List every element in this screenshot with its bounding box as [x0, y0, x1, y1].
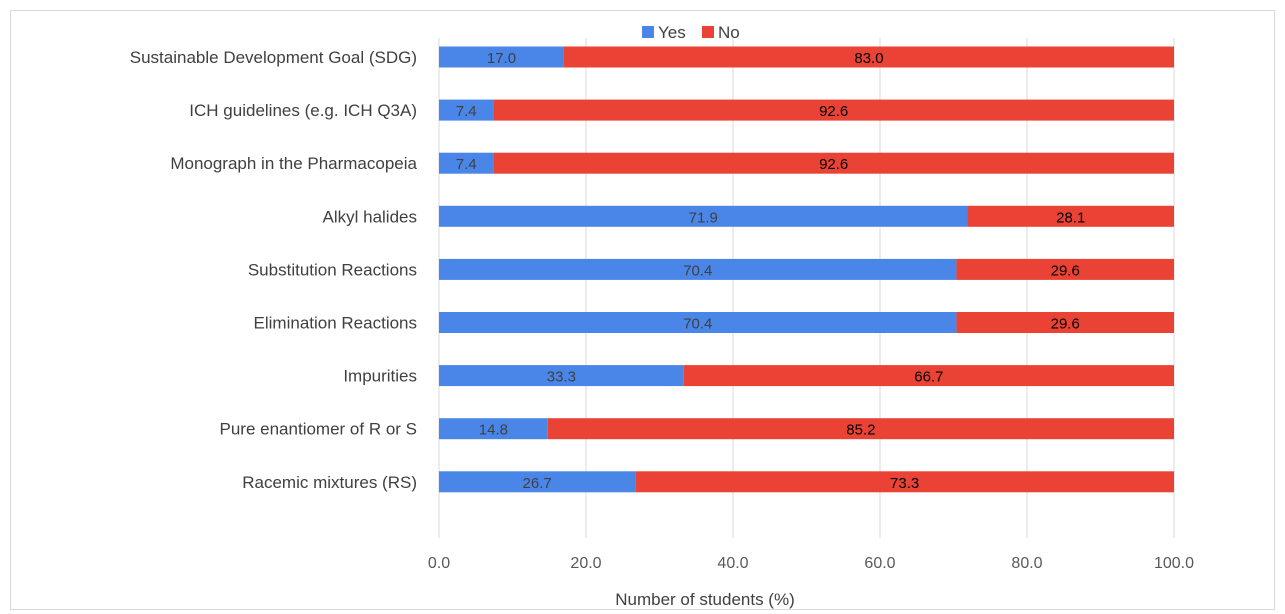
legend-swatch-yes: [642, 26, 654, 38]
data-label-yes: 70.4: [683, 316, 712, 333]
bar-yes-segment: [439, 99, 494, 121]
data-label-no: 29.6: [1051, 262, 1080, 279]
legend: Yes No: [642, 23, 740, 42]
bar-no-segment: [493, 99, 1174, 121]
data-label-yes: 71.9: [689, 209, 718, 226]
data-label-no: 85.2: [846, 422, 875, 439]
bar-no-segment: [967, 205, 1174, 227]
data-labels: 17.0 83.0 7.4 92.6 7.4 92.6 71.9 28.1 70.4 29.6 70…: [456, 50, 1086, 492]
category-label: Pure enantiomer of R or S: [220, 420, 417, 439]
bar-yes-segment: [439, 46, 564, 68]
bar-no-segment: [635, 471, 1174, 493]
category-label: Racemic mixtures (RS): [242, 473, 417, 492]
gridlines: [438, 38, 1175, 538]
x-axis-title: Number of students (%): [615, 590, 795, 609]
data-label-yes: 33.3: [547, 369, 576, 386]
legend-label-no: No: [718, 23, 740, 42]
bar-yes-segment: [439, 418, 548, 440]
bar-yes-segment: [439, 312, 957, 333]
bar-yes-segment: [439, 205, 968, 227]
x-tick-label: 80.0: [1011, 555, 1042, 572]
data-label-yes: 7.4: [456, 103, 477, 120]
bar-no-segment: [683, 365, 1174, 387]
x-tick-labels: 0.0 20.0 40.0 60.0 80.0 100.0: [428, 555, 1194, 572]
category-label: Monograph in the Pharmacopeia: [170, 154, 417, 173]
category-label: Sustainable Development Goal (SDG): [130, 48, 417, 67]
data-label-no: 28.1: [1056, 209, 1085, 226]
data-label-no: 73.3: [890, 475, 919, 492]
category-label: ICH guidelines (e.g. ICH Q3A): [189, 101, 417, 120]
data-label-yes: 70.4: [683, 262, 712, 279]
data-label-no: 92.6: [819, 103, 848, 120]
bar-no-segment: [547, 418, 1174, 440]
chart-frame: 17.0 83.0 7.4 92.6 7.4 92.6 71.9 28.1 70.4 29.6 70…: [10, 10, 1275, 610]
category-label: Alkyl halides: [323, 207, 418, 226]
bar-no-segment: [956, 258, 1174, 280]
data-label-yes: 26.7: [523, 475, 552, 492]
bar-yes-segment: [439, 258, 957, 280]
data-label-yes: 17.0: [487, 50, 516, 67]
data-label-no: 66.7: [914, 369, 943, 386]
bar-yes-segment: [439, 365, 684, 387]
bar-no-segment: [956, 312, 1174, 333]
bar-no-segment: [563, 46, 1174, 68]
x-tick-label: 60.0: [864, 555, 895, 572]
legend-swatch-no: [702, 26, 714, 38]
data-label-no: 83.0: [854, 50, 883, 67]
x-tick-label: 40.0: [717, 555, 748, 572]
x-tick-label: 20.0: [570, 555, 601, 572]
data-label-yes: 14.8: [479, 422, 508, 439]
data-label-no: 29.6: [1051, 316, 1080, 333]
category-labels: Sustainable Development Goal (SDG) ICH gu…: [130, 48, 418, 492]
data-label-yes: 7.4: [456, 156, 477, 173]
x-tick-label: 0.0: [428, 555, 450, 572]
data-label-no: 92.6: [819, 156, 848, 173]
bars: [439, 46, 1174, 493]
bar-no-segment: [493, 152, 1174, 174]
x-tick-label: 100.0: [1154, 555, 1194, 572]
category-label: Substitution Reactions: [248, 260, 417, 279]
bar-yes-segment: [439, 152, 494, 174]
bar-yes-segment: [439, 471, 636, 493]
category-label: Elimination Reactions: [254, 314, 417, 333]
category-label: Impurities: [343, 367, 417, 386]
legend-label-yes: Yes: [658, 23, 686, 42]
stacked-bar-chart: 17.0 83.0 7.4 92.6 7.4 92.6 71.9 28.1 70.4 29.6 70…: [130, 23, 1194, 609]
